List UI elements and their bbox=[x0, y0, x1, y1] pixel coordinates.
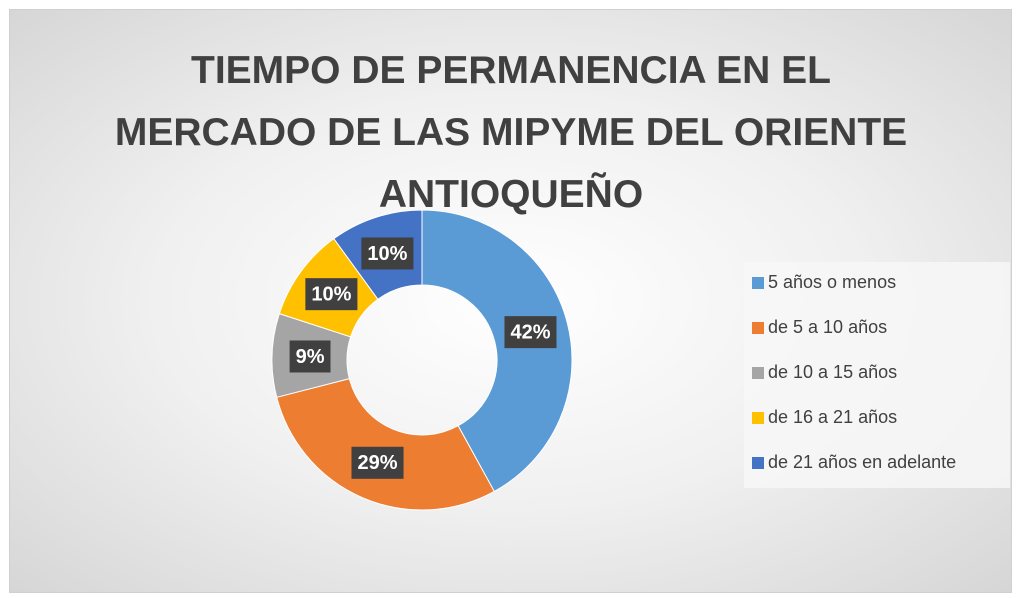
legend-swatch bbox=[752, 367, 764, 379]
data-label-box bbox=[504, 316, 557, 349]
data-label-box bbox=[361, 237, 414, 270]
legend-label: de 16 a 21 años bbox=[768, 407, 897, 427]
donut-slice bbox=[276, 378, 495, 511]
legend-swatch bbox=[752, 457, 764, 469]
data-label: 10% bbox=[311, 283, 351, 305]
legend-label: 5 años o menos bbox=[768, 272, 896, 292]
legend-label: de 10 a 15 años bbox=[768, 362, 897, 382]
legend-label: de 21 años en adelante bbox=[768, 452, 956, 472]
data-label-box bbox=[289, 340, 331, 373]
data-label: 42% bbox=[510, 321, 550, 343]
legend-swatch bbox=[752, 412, 764, 424]
data-label: 10% bbox=[367, 243, 407, 265]
donut-slice bbox=[421, 209, 573, 493]
chart-title: TIEMPO DE PERMANENCIA EN EL MERCADO DE L… bbox=[114, 49, 908, 216]
data-label: 29% bbox=[358, 452, 398, 474]
legend-label: de 5 a 10 años bbox=[768, 317, 887, 337]
data-label-box bbox=[351, 446, 404, 479]
legend-swatch bbox=[752, 322, 764, 334]
legend-swatch bbox=[752, 277, 764, 289]
data-label: 9% bbox=[296, 346, 325, 368]
data-label-box bbox=[305, 278, 358, 311]
legend-box bbox=[744, 262, 1010, 488]
